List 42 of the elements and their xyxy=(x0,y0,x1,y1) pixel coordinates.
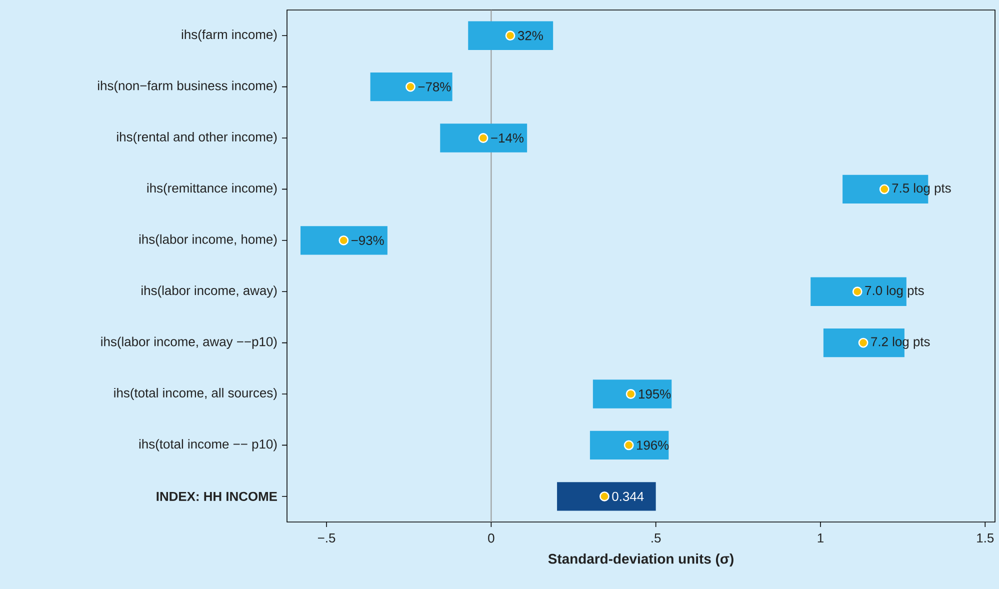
point xyxy=(624,440,634,450)
y-tick-label: ihs(non−farm business income) xyxy=(98,80,277,93)
point xyxy=(505,30,516,41)
x-axis-title: Standard-deviation units (σ) xyxy=(548,554,734,567)
x-tick-label: −.5 xyxy=(318,534,336,543)
y-tick-label: ihs(labor income, away) xyxy=(142,286,277,298)
x-tick-label: 0 xyxy=(488,534,494,543)
y-tick-label: ihs(total income, all sources) xyxy=(114,388,277,400)
point xyxy=(852,286,862,297)
annotation: 195% xyxy=(638,389,671,399)
point xyxy=(626,389,636,399)
point xyxy=(406,82,416,92)
bar xyxy=(468,21,554,50)
y-tick-label: INDEX: HH INCOME xyxy=(156,492,277,501)
annotation: 32% xyxy=(518,31,543,40)
bar xyxy=(842,174,928,204)
x-tick-label: 1.5 xyxy=(977,534,994,543)
y-tick-label: ihs(labor income, home) xyxy=(139,234,277,246)
bar xyxy=(370,72,452,102)
bar xyxy=(440,124,528,152)
y-tick-label: ihs(labor income, away −−p10) xyxy=(101,336,277,349)
point xyxy=(478,133,488,143)
x-tick-label: .5 xyxy=(652,534,661,543)
point xyxy=(600,491,610,502)
bar xyxy=(592,380,672,408)
point xyxy=(879,184,890,194)
point xyxy=(338,235,349,246)
annotation: −93% xyxy=(351,236,384,245)
y-tick-label: ihs(rental and other income) xyxy=(117,132,277,144)
point xyxy=(858,338,868,348)
bar xyxy=(810,277,906,306)
annotation: 0.344 xyxy=(612,492,644,501)
bar xyxy=(590,430,669,460)
annotation: −14% xyxy=(491,133,524,143)
y-tick-label: ihs(remittance income) xyxy=(147,183,277,196)
x-tick-label: 1 xyxy=(818,534,824,542)
y-tick-label: ihs(total income −− p10) xyxy=(139,439,277,452)
annotation: −78% xyxy=(418,82,451,92)
y-tick-label: ihs(farm income) xyxy=(182,30,277,42)
annotation: 7.0 log pts xyxy=(865,286,924,298)
bar xyxy=(557,482,656,511)
bar xyxy=(300,226,388,255)
